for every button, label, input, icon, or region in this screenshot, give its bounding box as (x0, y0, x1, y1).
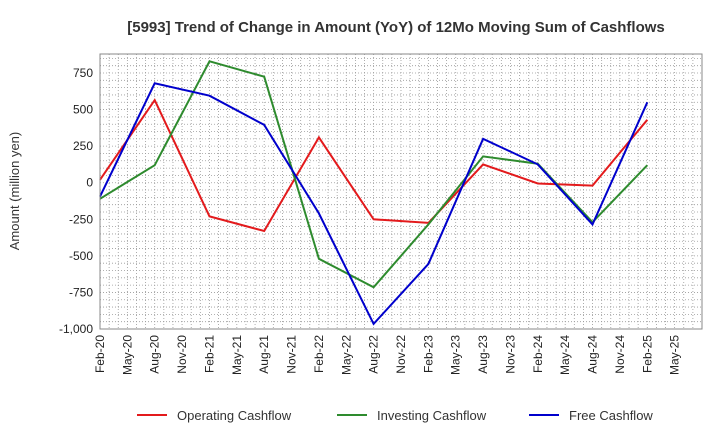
x-tick-label: May-21 (230, 335, 244, 375)
y-tick-labels: 750 500 250 0 -250 -500 -750 -1,000 (59, 66, 93, 336)
x-tick-label: Feb-21 (202, 335, 216, 373)
y-tick-label: -250 (69, 212, 93, 226)
y-tick-label: 750 (73, 66, 93, 80)
plot-frame (99, 53, 703, 330)
x-tick-labels: Feb-20 May-20 Aug-20 Nov-20 Feb-21 May-21 Aug-… (93, 335, 682, 375)
y-tick-label: 0 (86, 176, 93, 190)
x-tick-label: May-24 (558, 335, 572, 375)
x-tick-label: May-23 (449, 335, 463, 375)
y-tick-label: -750 (69, 285, 93, 299)
x-tick-label: Nov-24 (613, 335, 627, 374)
y-tick-label: 500 (73, 103, 93, 117)
series-line-free-cashflow (99, 82, 649, 326)
legend: Operating Cashflow Investing Cashflow Free… (137, 408, 653, 423)
x-tick-label: May-25 (668, 335, 682, 375)
x-tick-label: Feb-20 (93, 335, 107, 373)
series-layer (99, 60, 649, 326)
x-tick-label: Nov-22 (394, 335, 408, 374)
legend-label-free-cashflow: Free Cashflow (569, 408, 653, 423)
y-tick-label: -1,000 (59, 322, 93, 336)
x-tick-label: Feb-24 (531, 335, 545, 373)
x-tick-label: Aug-22 (367, 335, 381, 374)
x-tick-label: Feb-25 (640, 335, 654, 373)
x-tick-label: Aug-20 (148, 335, 162, 374)
x-tick-label: Feb-22 (312, 335, 326, 373)
chart-title: [5993] Trend of Change in Amount (YoY) o… (127, 19, 665, 36)
x-tick-label: May-20 (120, 335, 134, 375)
x-tick-label: Aug-24 (586, 335, 600, 374)
y-tick-label: -500 (69, 249, 93, 263)
x-tick-label: Feb-23 (421, 335, 435, 373)
x-tick-label: Nov-20 (175, 335, 189, 374)
y-axis-label: Amount (million yen) (7, 132, 22, 251)
legend-label-investing-cashflow: Investing Cashflow (377, 408, 487, 423)
x-tick-label: Aug-21 (257, 335, 271, 374)
x-tick-label: Nov-23 (503, 335, 517, 374)
x-tick-label: Aug-23 (476, 335, 490, 374)
grid-layer (100, 54, 702, 329)
x-tick-label: May-22 (339, 335, 353, 375)
x-tick-label: Nov-21 (285, 335, 299, 374)
y-tick-label: 250 (73, 139, 93, 153)
legend-label-operating-cashflow: Operating Cashflow (177, 408, 292, 423)
